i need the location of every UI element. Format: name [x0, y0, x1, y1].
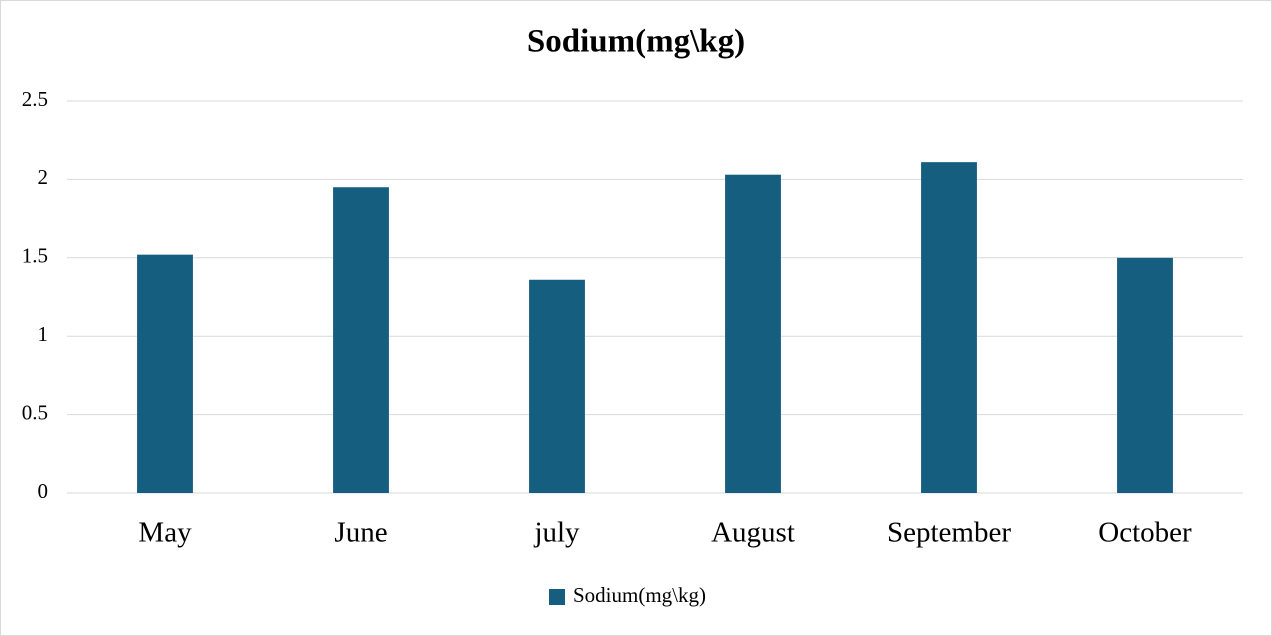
bar — [1117, 257, 1173, 493]
bar — [921, 162, 977, 494]
y-tick-label: 2.5 — [22, 87, 48, 111]
y-tick-label: 1 — [38, 322, 49, 346]
y-tick-label: 0.5 — [22, 400, 48, 424]
x-tick-label: August — [711, 517, 795, 549]
x-tick-label: June — [334, 517, 387, 549]
bar — [333, 187, 389, 494]
bar — [137, 254, 193, 493]
x-tick-label: May — [138, 517, 192, 549]
y-tick-label: 0 — [38, 479, 49, 503]
legend-swatch — [549, 589, 565, 605]
bar — [725, 174, 781, 494]
y-tick-label: 1.5 — [22, 244, 48, 268]
x-tick-label: October — [1098, 517, 1192, 549]
x-tick-label: September — [887, 517, 1011, 549]
bar — [529, 279, 585, 493]
chart-title: Sodium(mg\kg) — [527, 24, 745, 60]
x-tick-label: july — [533, 517, 580, 549]
y-tick-label: 2 — [38, 165, 49, 189]
legend-label: Sodium(mg\kg) — [573, 583, 706, 607]
